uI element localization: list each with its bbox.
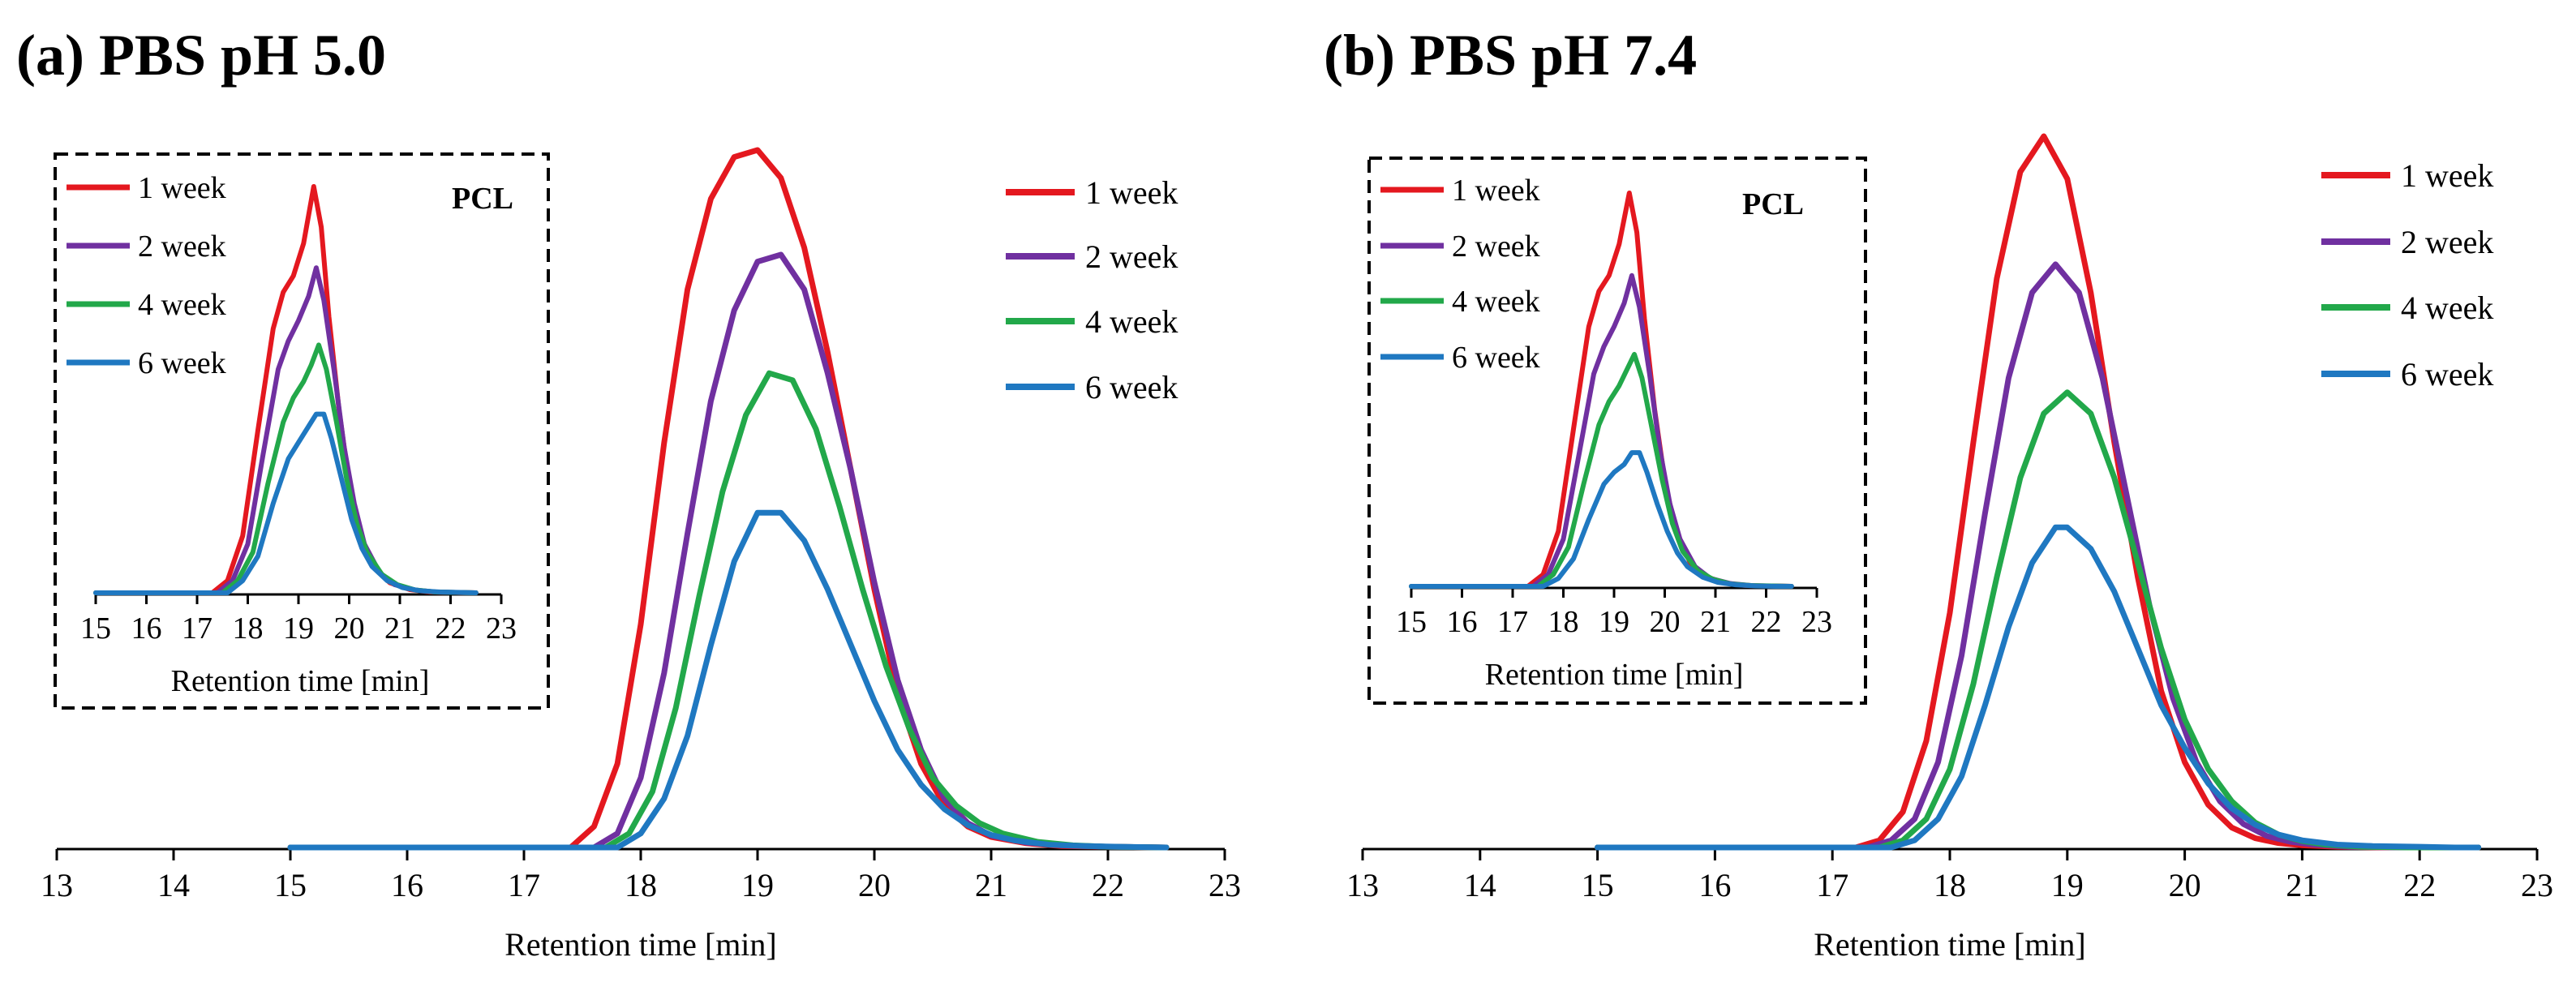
panel-b-inset-x-tick-label: 18 bbox=[1548, 605, 1579, 639]
panel-b-inset-x-tick-label: 21 bbox=[1700, 605, 1731, 639]
panel-b-inset-legend-label-1: 1 week bbox=[1452, 174, 1540, 208]
panel-b-inset-series-6-week-line bbox=[1409, 450, 1794, 589]
panel-b-legend-label-1: 1 week bbox=[2401, 157, 2493, 194]
panel-a-legend-label-3: 4 week bbox=[1085, 303, 1178, 340]
panel-a-x-tick-label: 22 bbox=[1092, 867, 1124, 903]
panel-b-x-tick-label: 13 bbox=[1346, 867, 1379, 903]
panel-a-x-tick-label: 20 bbox=[858, 867, 891, 903]
panel-a-inset-x-tick-label: 18 bbox=[233, 611, 264, 646]
panel-b: (b) PBS pH 7.4 13 14 15 16 17 18 19 20 21 22 23 Re… bbox=[1324, 23, 2553, 963]
panel-b-inset-x-tick-labels: 15 16 17 18 19 20 21 22 23 bbox=[1396, 605, 1832, 639]
panel-a-inset-x-tick-label: 19 bbox=[283, 611, 314, 646]
panel-a-inset-series bbox=[93, 184, 479, 595]
panel-b-legend-label-4: 6 week bbox=[2401, 356, 2493, 393]
panel-b-x-axis-label: Retention time [min] bbox=[1814, 926, 2086, 963]
panel-b-inset-x-tick-label: 20 bbox=[1650, 605, 1681, 639]
panel-b-inset-x-tick-label: 19 bbox=[1599, 605, 1629, 639]
panel-b-x-tick-label: 14 bbox=[1464, 867, 1496, 903]
panel-b-inset-legend: 1 week 2 week 4 week 6 week bbox=[1380, 174, 1540, 375]
panel-b-legend-label-3: 4 week bbox=[2401, 290, 2493, 326]
panel-b-inset-x-tick-label: 23 bbox=[1801, 605, 1832, 639]
panel-b-inset-x-tick-label: 17 bbox=[1497, 605, 1528, 639]
panel-a-x-tick-label: 19 bbox=[741, 867, 774, 903]
panel-a-x-tick-label: 16 bbox=[391, 867, 423, 903]
panel-a-series-6-week-line bbox=[287, 509, 1170, 851]
panel-a-legend-label-4: 6 week bbox=[1085, 369, 1178, 405]
panel-a-inset-x-tick-label: 22 bbox=[436, 611, 466, 646]
panel-a-inset: PCL 15 16 17 18 19 20 21 22 23 Retention time [m… bbox=[54, 152, 550, 710]
panel-b-inset-legend-label-3: 4 week bbox=[1452, 285, 1540, 319]
panel-b-x-tick-label: 16 bbox=[1698, 867, 1731, 903]
panel-a-inset-legend-label-1: 1 week bbox=[138, 171, 226, 205]
panel-b-x-tick-label: 15 bbox=[1582, 867, 1614, 903]
panel-a-inset-x-tick-label: 23 bbox=[486, 611, 517, 646]
panel-a-x-tick-label: 13 bbox=[41, 867, 73, 903]
panel-b-x-ticks bbox=[1361, 849, 2539, 860]
panel-b-legend-label-2: 2 week bbox=[2401, 224, 2493, 260]
panel-a-title: (a) PBS pH 5.0 bbox=[16, 23, 386, 88]
panel-a-inset-legend: 1 week 2 week 4 week 6 week bbox=[67, 171, 226, 380]
panel-b-x-tick-label: 18 bbox=[1934, 867, 1966, 903]
panel-a: (a) PBS pH 5.0 13 14 15 16 17 18 19 20 21 22 23 Re… bbox=[16, 23, 1241, 963]
panel-b-x-tick-label: 22 bbox=[2403, 867, 2436, 903]
panel-a-inset-x-tick-label: 15 bbox=[80, 611, 111, 646]
panel-b-inset-x-axis-label: Retention time [min] bbox=[1485, 658, 1744, 692]
panel-b-x-tick-label: 21 bbox=[2286, 867, 2318, 903]
panel-a-inset-x-tick-label: 21 bbox=[384, 611, 415, 646]
panel-a-x-tick-label: 23 bbox=[1209, 867, 1241, 903]
panel-b-inset-x-tick-label: 16 bbox=[1447, 605, 1478, 639]
panel-b-x-tick-label: 17 bbox=[1816, 867, 1848, 903]
panel-a-x-axis-label: Retention time [min] bbox=[504, 926, 777, 963]
panel-b-series-6-week-line bbox=[1595, 524, 2482, 851]
panel-a-inset-x-tick-label: 16 bbox=[131, 611, 162, 646]
panel-a-inset-x-tick-labels: 15 16 17 18 19 20 21 22 23 bbox=[80, 611, 517, 646]
panel-b-inset-title: PCL bbox=[1742, 187, 1804, 221]
panel-b-x-tick-label: 19 bbox=[2051, 867, 2084, 903]
panel-a-inset-x-ticks bbox=[94, 594, 503, 604]
panel-a-inset-title: PCL bbox=[452, 182, 513, 216]
panel-a-x-ticks bbox=[55, 849, 1226, 860]
panel-b-inset: PCL 15 16 17 18 19 20 21 22 23 Retention time [m… bbox=[1367, 157, 1867, 705]
panel-a-series bbox=[287, 147, 1170, 851]
panel-b-inset-legend-label-4: 6 week bbox=[1452, 341, 1540, 375]
panel-b-legend: 1 week 2 week 4 week 6 week bbox=[2321, 157, 2493, 393]
panel-a-inset-legend-label-2: 2 week bbox=[138, 230, 226, 264]
panel-b-x-tick-label: 20 bbox=[2169, 867, 2201, 903]
panel-a-inset-legend-label-4: 6 week bbox=[138, 346, 226, 380]
panel-b-inset-x-ticks bbox=[1410, 588, 1818, 598]
panel-a-inset-series-6-week-line bbox=[93, 411, 479, 595]
panel-b-inset-x-tick-label: 15 bbox=[1396, 605, 1427, 639]
panel-b-inset-x-tick-label: 22 bbox=[1751, 605, 1782, 639]
panel-a-x-tick-label: 14 bbox=[157, 867, 190, 903]
panel-b-inset-series bbox=[1409, 191, 1794, 589]
panel-b-x-tick-label: 23 bbox=[2521, 867, 2553, 903]
panel-a-legend-label-1: 1 week bbox=[1085, 174, 1178, 211]
panel-b-x-tick-labels: 13 14 15 16 17 18 19 20 21 22 23 bbox=[1346, 867, 2553, 903]
panel-a-x-tick-label: 17 bbox=[508, 867, 540, 903]
panel-a-x-tick-labels: 13 14 15 16 17 18 19 20 21 22 23 bbox=[41, 867, 1241, 903]
panel-b-title: (b) PBS pH 7.4 bbox=[1324, 23, 1697, 88]
panel-b-series bbox=[1595, 133, 2482, 851]
panel-b-inset-legend-label-2: 2 week bbox=[1452, 230, 1540, 264]
panel-a-x-tick-label: 18 bbox=[625, 867, 657, 903]
panel-a-x-tick-label: 15 bbox=[274, 867, 307, 903]
panel-a-inset-x-axis-label: Retention time [min] bbox=[171, 664, 430, 698]
panel-a-series-4-week-line bbox=[287, 370, 1170, 851]
panel-a-inset-x-tick-label: 17 bbox=[182, 611, 213, 646]
panel-a-inset-legend-label-3: 4 week bbox=[138, 288, 226, 322]
panel-a-legend: 1 week 2 week 4 week 6 week bbox=[1006, 174, 1178, 405]
panel-a-inset-x-tick-label: 20 bbox=[334, 611, 365, 646]
panel-a-legend-label-2: 2 week bbox=[1085, 238, 1178, 275]
panel-a-x-tick-label: 21 bbox=[975, 867, 1007, 903]
